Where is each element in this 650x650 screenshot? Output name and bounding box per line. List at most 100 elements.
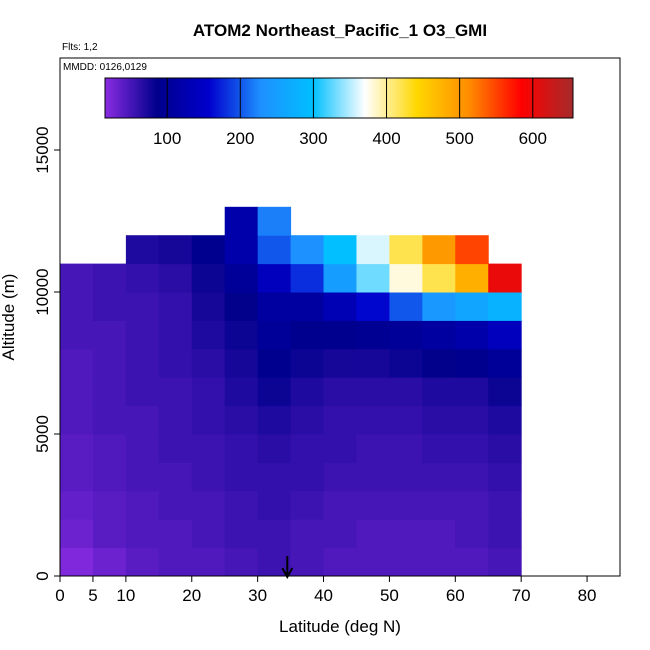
heat-cell — [323, 547, 357, 577]
heat-cell — [488, 547, 522, 577]
heat-cell — [422, 377, 456, 407]
heat-cell — [323, 490, 357, 520]
x-tick-label: 20 — [182, 586, 201, 605]
heat-cell — [455, 348, 489, 378]
heat-cell — [92, 320, 127, 350]
heat-cell — [323, 377, 357, 407]
heat-cell — [389, 292, 423, 321]
heat-cell — [389, 348, 423, 378]
heat-cell — [191, 490, 226, 520]
heat-cell — [455, 263, 489, 293]
heat-cell — [488, 320, 522, 350]
heat-cell — [125, 235, 160, 265]
x-tick-label: 5 — [88, 586, 97, 605]
heat-cell — [356, 292, 390, 321]
heat-cell — [356, 519, 390, 549]
heat-cell — [455, 434, 489, 463]
heat-cell — [92, 434, 127, 463]
colorbar-tick-label: 300 — [299, 129, 327, 148]
heat-cell — [356, 434, 390, 463]
heat-cell — [224, 519, 259, 549]
heat-cell — [60, 405, 94, 435]
x-tick-label: 0 — [55, 586, 64, 605]
heat-cell — [455, 519, 489, 549]
heat-cell — [92, 547, 127, 577]
heat-cell — [125, 490, 160, 520]
heat-cell — [389, 263, 423, 293]
y-axis-label: Altitude (m) — [0, 274, 18, 361]
heat-cell — [290, 348, 325, 378]
heat-cell — [422, 519, 456, 549]
heat-cell — [422, 434, 456, 463]
heat-cell — [224, 434, 259, 463]
heat-cell — [290, 235, 325, 265]
heat-cell — [60, 547, 94, 577]
heat-cell — [158, 320, 193, 350]
heat-cell — [60, 348, 94, 378]
heat-cell — [455, 320, 489, 350]
heat-cell — [191, 462, 226, 492]
heat-cell — [60, 377, 94, 407]
heat-cell — [224, 235, 259, 265]
heat-cell — [323, 462, 357, 492]
heat-cell — [389, 547, 423, 577]
heat-cell — [92, 519, 127, 549]
heat-cell — [257, 519, 292, 549]
heat-cell — [455, 547, 489, 577]
heat-cell — [455, 235, 489, 265]
heat-cell — [290, 462, 325, 492]
annotation: Flts: 1,2 — [62, 42, 98, 53]
colorbar-tick-label: 100 — [153, 129, 181, 148]
heat-cell — [356, 377, 390, 407]
arrow-head — [281, 567, 294, 580]
heat-cell — [389, 405, 423, 435]
heat-cell — [191, 348, 226, 378]
heat-cell — [158, 434, 193, 463]
heat-cell — [257, 292, 292, 321]
heat-cell — [158, 348, 193, 378]
heat-cell — [224, 320, 259, 350]
heat-cell — [191, 434, 226, 463]
heat-cell — [290, 377, 325, 407]
heat-cell — [389, 519, 423, 549]
heat-cell — [389, 235, 423, 265]
heat-cell — [323, 263, 357, 293]
heat-cell — [125, 519, 160, 549]
heat-cell — [224, 462, 259, 492]
heat-cell — [356, 405, 390, 435]
colorbar-tick-label: 400 — [372, 129, 400, 148]
heat-cell — [224, 292, 259, 321]
heat-cell — [191, 547, 226, 577]
y-tick-label: 5000 — [33, 415, 52, 453]
heat-cell — [356, 462, 390, 492]
x-tick-label: 40 — [314, 586, 333, 605]
heat-cell — [290, 405, 325, 435]
x-tick-label: 80 — [578, 586, 597, 605]
heat-cell — [356, 490, 390, 520]
heat-cell — [158, 490, 193, 520]
heat-cell — [125, 434, 160, 463]
heat-cell — [60, 519, 94, 549]
heat-cell — [92, 490, 127, 520]
heat-cell — [422, 462, 456, 492]
x-tick-label: 50 — [380, 586, 399, 605]
heat-cell — [290, 320, 325, 350]
heat-cell — [257, 206, 292, 236]
y-tick-label: 10000 — [33, 268, 52, 315]
heat-cell — [191, 519, 226, 549]
heat-cell — [455, 405, 489, 435]
heat-cell — [290, 292, 325, 321]
heat-cell — [356, 263, 390, 293]
heat-cell — [257, 377, 292, 407]
heat-cell — [191, 377, 226, 407]
heat-cell — [488, 462, 522, 492]
heat-cell — [323, 348, 357, 378]
x-tick-label: 10 — [116, 586, 135, 605]
heat-cell — [125, 547, 160, 577]
heat-cell — [488, 490, 522, 520]
heat-cell — [125, 320, 160, 350]
heat-cell — [422, 235, 456, 265]
heat-cell — [323, 320, 357, 350]
heat-cell — [455, 462, 489, 492]
heat-cell — [356, 547, 390, 577]
